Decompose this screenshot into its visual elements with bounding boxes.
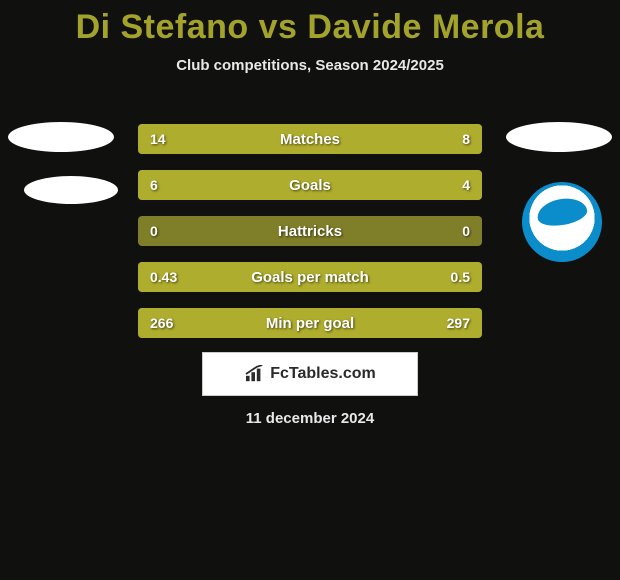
stat-value-right: 0 [462, 216, 470, 246]
brand-box[interactable]: FcTables.com [202, 352, 418, 396]
stats-bars: 14 Matches 8 6 Goals 4 0 Hattricks 0 0.4… [138, 124, 482, 354]
player2-club-badge [522, 182, 602, 262]
stat-value-right: 8 [462, 124, 470, 154]
player1-avatar-placeholder-2 [24, 176, 118, 204]
stat-row-gpm: 0.43 Goals per match 0.5 [138, 262, 482, 292]
stat-value-right: 4 [462, 170, 470, 200]
player1-avatar-placeholder-1 [8, 122, 114, 152]
dolphin-icon [535, 195, 589, 229]
player2-avatar-placeholder-1 [506, 122, 612, 152]
stat-label: Min per goal [138, 308, 482, 338]
stat-label: Hattricks [138, 216, 482, 246]
subtitle: Club competitions, Season 2024/2025 [0, 57, 620, 74]
brand-text: FcTables.com [270, 365, 376, 383]
stat-value-right: 297 [447, 308, 470, 338]
stat-row-matches: 14 Matches 8 [138, 124, 482, 154]
stat-label: Goals per match [138, 262, 482, 292]
stat-value-right: 0.5 [451, 262, 470, 292]
chart-icon [244, 365, 266, 383]
stat-label: Matches [138, 124, 482, 154]
stat-row-mpg: 266 Min per goal 297 [138, 308, 482, 338]
stat-row-hattricks: 0 Hattricks 0 [138, 216, 482, 246]
stat-row-goals: 6 Goals 4 [138, 170, 482, 200]
stat-label: Goals [138, 170, 482, 200]
date-line: 11 december 2024 [0, 410, 620, 427]
page-title: Di Stefano vs Davide Merola [0, 0, 620, 47]
